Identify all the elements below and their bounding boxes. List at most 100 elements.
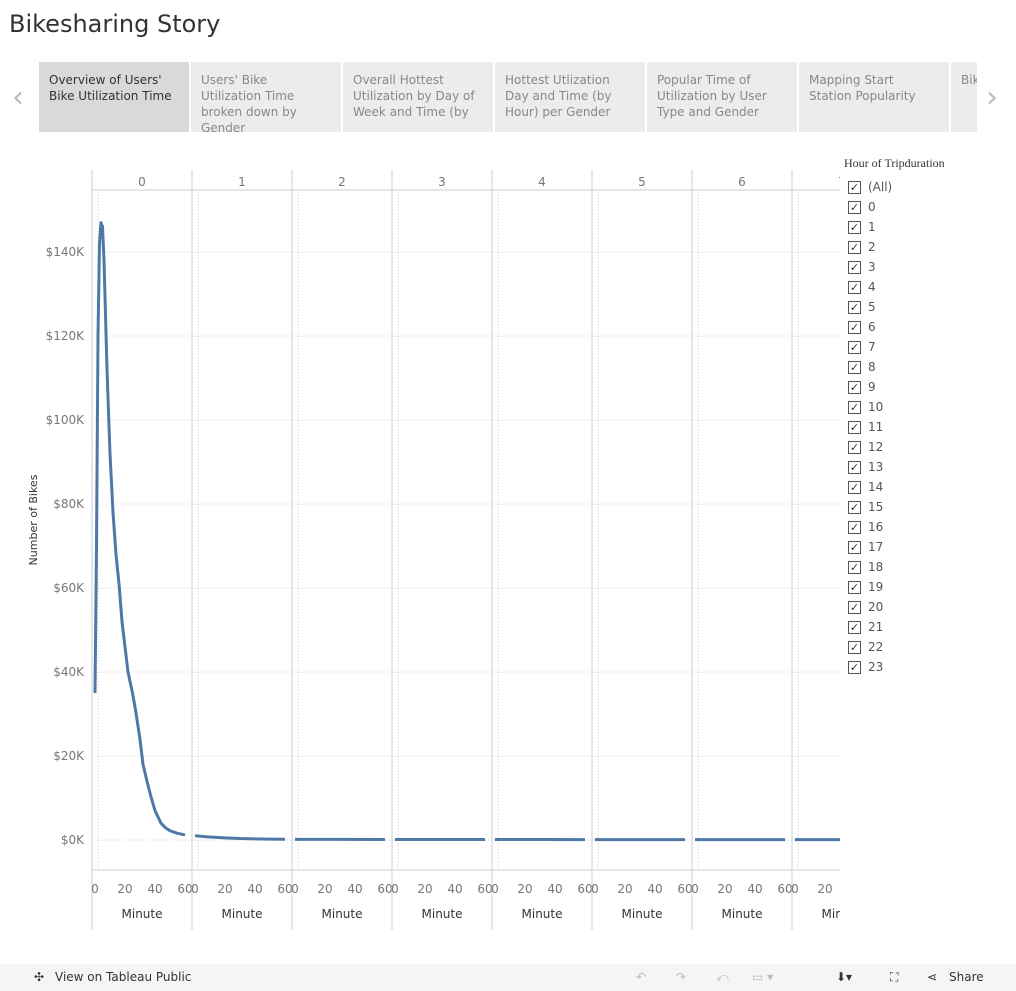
- checkbox-checked-icon[interactable]: ✓: [848, 340, 861, 354]
- share-icon[interactable]: ⋖: [927, 970, 938, 984]
- checkbox-checked-icon[interactable]: ✓: [848, 520, 861, 534]
- legend-item-label: 5: [868, 300, 876, 314]
- story-point-tab[interactable]: Overview of Users' Bike Utilization Time: [39, 62, 189, 132]
- share-button[interactable]: Share: [949, 970, 984, 984]
- x-axis-title: Minute: [422, 907, 463, 921]
- y-axis-title: Number of Bikes: [27, 474, 40, 565]
- legend-item[interactable]: ✓ 7: [844, 337, 945, 357]
- legend-item-label: 6: [868, 320, 876, 334]
- checkbox-checked-icon[interactable]: ✓: [848, 500, 861, 514]
- checkbox-checked-icon[interactable]: ✓: [848, 640, 861, 654]
- checkbox-checked-icon[interactable]: ✓: [848, 660, 861, 674]
- y-tick-label: $0K: [61, 833, 85, 847]
- x-tick-label: 40: [647, 882, 662, 896]
- x-tick-label: 0: [91, 882, 99, 896]
- checkbox-checked-icon[interactable]: ✓: [848, 200, 861, 214]
- checkbox-checked-icon[interactable]: ✓: [848, 420, 861, 434]
- checkbox-checked-icon[interactable]: ✓: [848, 380, 861, 394]
- story-title: Bikesharing Story: [9, 10, 221, 38]
- legend-title: Hour of Tripduration: [844, 156, 945, 170]
- story-point-tab[interactable]: Bike Users filt: [951, 62, 977, 132]
- legend-item[interactable]: ✓ 9: [844, 377, 945, 397]
- checkbox-checked-icon[interactable]: ✓: [848, 620, 861, 634]
- story-point-tab[interactable]: Overall Hottest Utilization by Day of We…: [343, 62, 493, 132]
- story-point-tab[interactable]: Users' Bike Utilization Time broken down…: [191, 62, 341, 132]
- refresh-icon[interactable]: ▭ ▾: [752, 970, 774, 984]
- story-point-tab[interactable]: Mapping Start Station Popularity: [799, 62, 949, 132]
- fullscreen-icon[interactable]: ⛶: [890, 970, 899, 984]
- x-tick-label: 0: [691, 882, 699, 896]
- legend-item[interactable]: ✓ 13: [844, 457, 945, 477]
- prev-story-point-button[interactable]: ‹: [12, 80, 24, 115]
- legend-item[interactable]: ✓ 0: [844, 197, 945, 217]
- legend-item[interactable]: ✓ (All): [844, 177, 945, 197]
- redo-icon[interactable]: ↷: [676, 970, 687, 984]
- checkbox-checked-icon[interactable]: ✓: [848, 260, 861, 274]
- legend-item-label: 19: [868, 580, 884, 594]
- x-axis-title: Minute: [622, 907, 663, 921]
- legend-item[interactable]: ✓ 14: [844, 477, 945, 497]
- checkbox-checked-icon[interactable]: ✓: [848, 320, 861, 334]
- panel-header: 6: [738, 175, 746, 189]
- legend-item[interactable]: ✓ 6: [844, 317, 945, 337]
- y-tick-label: $140K: [46, 245, 86, 259]
- checkbox-checked-icon[interactable]: ✓: [848, 180, 861, 194]
- story-point-tab[interactable]: Hottest Utlization Day and Time (by Hour…: [495, 62, 645, 132]
- legend-item[interactable]: ✓ 2: [844, 237, 945, 257]
- checkbox-checked-icon[interactable]: ✓: [848, 480, 861, 494]
- checkbox-checked-icon[interactable]: ✓: [848, 600, 861, 614]
- y-tick-label: $80K: [53, 497, 85, 511]
- checkbox-checked-icon[interactable]: ✓: [848, 220, 861, 234]
- x-tick-label: 20: [617, 882, 632, 896]
- checkbox-checked-icon[interactable]: ✓: [848, 400, 861, 414]
- x-tick-label: 20: [317, 882, 332, 896]
- legend-item[interactable]: ✓ 10: [844, 397, 945, 417]
- legend-item-label: 22: [868, 640, 884, 654]
- legend-item-label: 1: [868, 220, 876, 234]
- x-tick-label: 0: [791, 882, 799, 896]
- legend-item[interactable]: ✓ 21: [844, 617, 945, 637]
- undo-icon[interactable]: ↶: [636, 970, 647, 984]
- panel-header: 7: [838, 175, 840, 189]
- legend-item[interactable]: ✓ 22: [844, 637, 945, 657]
- x-tick-label: 40: [547, 882, 562, 896]
- checkbox-checked-icon[interactable]: ✓: [848, 560, 861, 574]
- x-tick-label: 40: [447, 882, 462, 896]
- x-tick-label: 20: [217, 882, 232, 896]
- legend-item[interactable]: ✓ 23: [844, 657, 945, 677]
- next-story-point-button[interactable]: ›: [986, 80, 998, 115]
- legend-item[interactable]: ✓ 12: [844, 437, 945, 457]
- legend-item[interactable]: ✓ 17: [844, 537, 945, 557]
- legend-item[interactable]: ✓ 4: [844, 277, 945, 297]
- revert-icon[interactable]: ⤺: [716, 970, 729, 984]
- checkbox-checked-icon[interactable]: ✓: [848, 300, 861, 314]
- view-on-tableau-link[interactable]: View on Tableau Public: [55, 970, 192, 984]
- legend-item[interactable]: ✓ 18: [844, 557, 945, 577]
- legend-item[interactable]: ✓ 8: [844, 357, 945, 377]
- checkbox-checked-icon[interactable]: ✓: [848, 280, 861, 294]
- checkbox-checked-icon[interactable]: ✓: [848, 440, 861, 454]
- legend-item[interactable]: ✓ 1: [844, 217, 945, 237]
- legend-item-label: 7: [868, 340, 876, 354]
- legend-item[interactable]: ✓ 15: [844, 497, 945, 517]
- legend-item-label: 2: [868, 240, 876, 254]
- x-tick-label: 40: [747, 882, 762, 896]
- legend-item[interactable]: ✓ 19: [844, 577, 945, 597]
- checkbox-checked-icon[interactable]: ✓: [848, 460, 861, 474]
- checkbox-checked-icon[interactable]: ✓: [848, 580, 861, 594]
- x-axis-title: Minute: [222, 907, 263, 921]
- download-icon[interactable]: ⬇▾: [836, 970, 853, 984]
- panel-header: 1: [238, 175, 246, 189]
- checkbox-checked-icon[interactable]: ✓: [848, 240, 861, 254]
- checkbox-checked-icon[interactable]: ✓: [848, 360, 861, 374]
- legend-item[interactable]: ✓ 11: [844, 417, 945, 437]
- legend-item[interactable]: ✓ 3: [844, 257, 945, 277]
- legend-item-label: 11: [868, 420, 884, 434]
- legend-item[interactable]: ✓ 5: [844, 297, 945, 317]
- y-tick-label: $40K: [53, 665, 85, 679]
- toolbar: ✣ View on Tableau Public ↶ ↷ ⤺ ▭ ▾ ⬇▾ ⛶ …: [0, 964, 1016, 991]
- story-point-tab[interactable]: Popular Time of Utilization by User Type…: [647, 62, 797, 132]
- legend-item[interactable]: ✓ 16: [844, 517, 945, 537]
- checkbox-checked-icon[interactable]: ✓: [848, 540, 861, 554]
- legend-item[interactable]: ✓ 20: [844, 597, 945, 617]
